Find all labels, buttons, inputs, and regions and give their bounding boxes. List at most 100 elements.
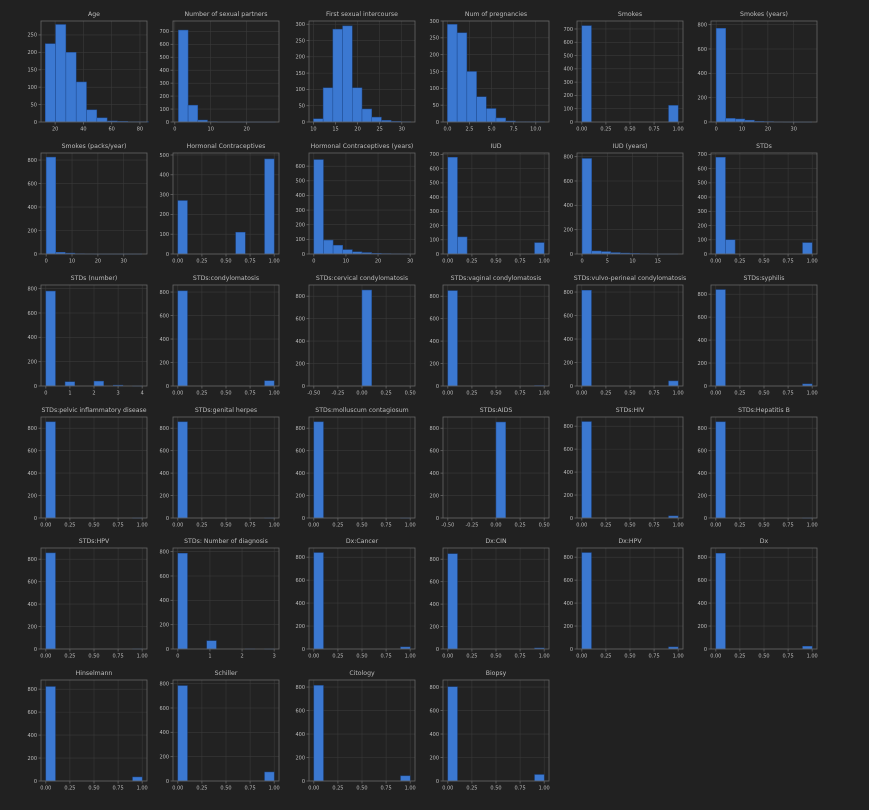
y-tick-label: 600	[159, 42, 169, 48]
histogram-bar	[342, 25, 353, 123]
y-tick-label: 400	[159, 337, 169, 343]
y-tick-label: 600	[563, 313, 573, 319]
histogram-bar	[313, 118, 324, 123]
subplot-title: STDs:pelvic inflammatory disease	[41, 407, 146, 414]
y-tick-label: 800	[697, 292, 707, 298]
y-tick-label: 600	[429, 166, 439, 172]
subplot-8: 0 100 200 300 400 500 0.00 0.25 0.50 0.75 1.00 Horm…	[159, 143, 279, 265]
subplot-title: Hinselmann	[76, 670, 113, 677]
x-tick-label: 0	[173, 127, 176, 133]
y-tick-label: 250	[295, 38, 305, 44]
histogram-bar	[371, 116, 382, 123]
axes-background	[173, 548, 279, 649]
histogram-bar	[177, 200, 188, 255]
x-tick-label: 2	[92, 391, 95, 397]
y-tick-label: 800	[563, 290, 573, 296]
x-tick-label: 20	[765, 127, 771, 133]
x-tick-label: 0.00	[172, 259, 183, 265]
x-tick-label: 25	[376, 127, 382, 133]
x-tick-label: 0.25	[734, 654, 745, 660]
histogram-bar	[44, 43, 56, 123]
histogram-bar	[400, 775, 411, 782]
x-tick-label: 1.00	[807, 654, 818, 660]
subplot-title: IUD	[490, 143, 501, 150]
x-tick-label: 0.25	[466, 786, 477, 792]
histogram-bar	[342, 249, 353, 255]
y-tick-label: 500	[159, 153, 169, 159]
x-tick-label: 30	[407, 259, 413, 265]
y-tick-label: 800	[697, 22, 707, 28]
subplot-26: 0 200 400 600 800 0 1 2 3 STDs: Number of diagnos…	[159, 538, 280, 660]
y-tick-label: 400	[27, 471, 37, 477]
y-tick-label: 600	[159, 706, 169, 712]
histogram-bar	[332, 244, 343, 255]
y-tick-label: 50	[31, 102, 37, 108]
y-tick-label: 0	[166, 384, 169, 390]
y-tick-label: 400	[27, 335, 37, 341]
histogram-bar	[447, 686, 458, 782]
x-tick-label: 1.00	[405, 786, 416, 792]
histogram-bar	[534, 242, 545, 255]
x-tick-label: 0.50	[356, 786, 367, 792]
y-tick-label: 800	[295, 555, 305, 561]
histogram-bar	[86, 109, 98, 123]
histogram-bar	[581, 25, 592, 123]
subplot-15: 0 200 400 600 800 -0.50 -0.25 0.00 0.25 0.50 STDs:…	[295, 275, 415, 397]
y-tick-label: 0	[436, 252, 439, 258]
subplot-title: Smokes	[618, 11, 642, 18]
y-tick-label: 300	[159, 81, 169, 87]
subplot-title: Hormonal Contraceptives	[187, 143, 266, 150]
x-tick-label: 10	[310, 127, 316, 133]
subplot-title: STDs:AIDS	[480, 407, 513, 414]
x-tick-label: 0.75	[649, 391, 660, 397]
x-tick-label: -0.25	[331, 391, 344, 397]
histogram-bar	[715, 553, 726, 650]
subplot-title: STDs:molluscum contagiosum	[315, 407, 408, 414]
x-tick-label: 0.75	[515, 654, 526, 660]
x-tick-label: 4	[141, 391, 144, 397]
histogram-bar	[668, 380, 679, 387]
x-tick-label: 1.00	[807, 391, 818, 397]
x-tick-label: 60	[108, 127, 114, 133]
histogram-bar	[486, 108, 497, 123]
y-tick-label: 200	[697, 624, 707, 630]
x-tick-label: 0.75	[783, 259, 794, 265]
y-tick-label: 600	[697, 448, 707, 454]
subplot-title: Num of pregnancies	[465, 11, 527, 18]
y-tick-label: 700	[429, 152, 439, 158]
x-tick-label: 0.50	[624, 127, 635, 133]
y-tick-label: 0	[34, 516, 37, 522]
histogram-bar	[45, 686, 56, 782]
subplot-title: Dx	[760, 538, 769, 545]
y-tick-label: 0	[302, 516, 305, 522]
y-tick-label: 200	[563, 93, 573, 99]
x-tick-label: 0.50	[758, 391, 769, 397]
y-tick-label: 200	[429, 223, 439, 229]
y-tick-label: 400	[295, 732, 305, 738]
histogram-bar	[264, 380, 275, 387]
axes-background	[309, 153, 415, 254]
y-tick-label: 500	[429, 181, 439, 187]
y-tick-label: 200	[295, 361, 305, 367]
x-tick-label: 20	[354, 127, 360, 133]
x-tick-label: 0.25	[734, 523, 745, 529]
y-tick-label: 400	[429, 339, 439, 345]
y-tick-label: 100	[159, 107, 169, 113]
histogram-bar	[715, 421, 726, 519]
x-tick-label: 2	[240, 654, 243, 660]
y-tick-label: 400	[563, 203, 573, 209]
histogram-bar	[264, 158, 275, 255]
histogram-bar	[206, 640, 217, 650]
x-tick-label: 0.50	[88, 654, 99, 660]
x-tick-label: 1.00	[269, 523, 280, 529]
x-tick-label: 0.00	[710, 523, 721, 529]
subplot-13: 0 200 400 600 800 0 1 2 3 4 STDs (number)	[27, 275, 148, 397]
x-tick-label: 10	[629, 259, 635, 265]
y-tick-label: 400	[159, 68, 169, 74]
subplot-12: 0 100 200 300 400 500 600 700 0.00 0.25 0.50 0.75 1.…	[697, 143, 817, 265]
x-tick-label: 0.25	[332, 523, 343, 529]
y-tick-label: 0	[570, 647, 573, 653]
y-tick-label: 200	[27, 493, 37, 499]
x-tick-label: 0.25	[466, 391, 477, 397]
y-tick-label: 400	[563, 601, 573, 607]
